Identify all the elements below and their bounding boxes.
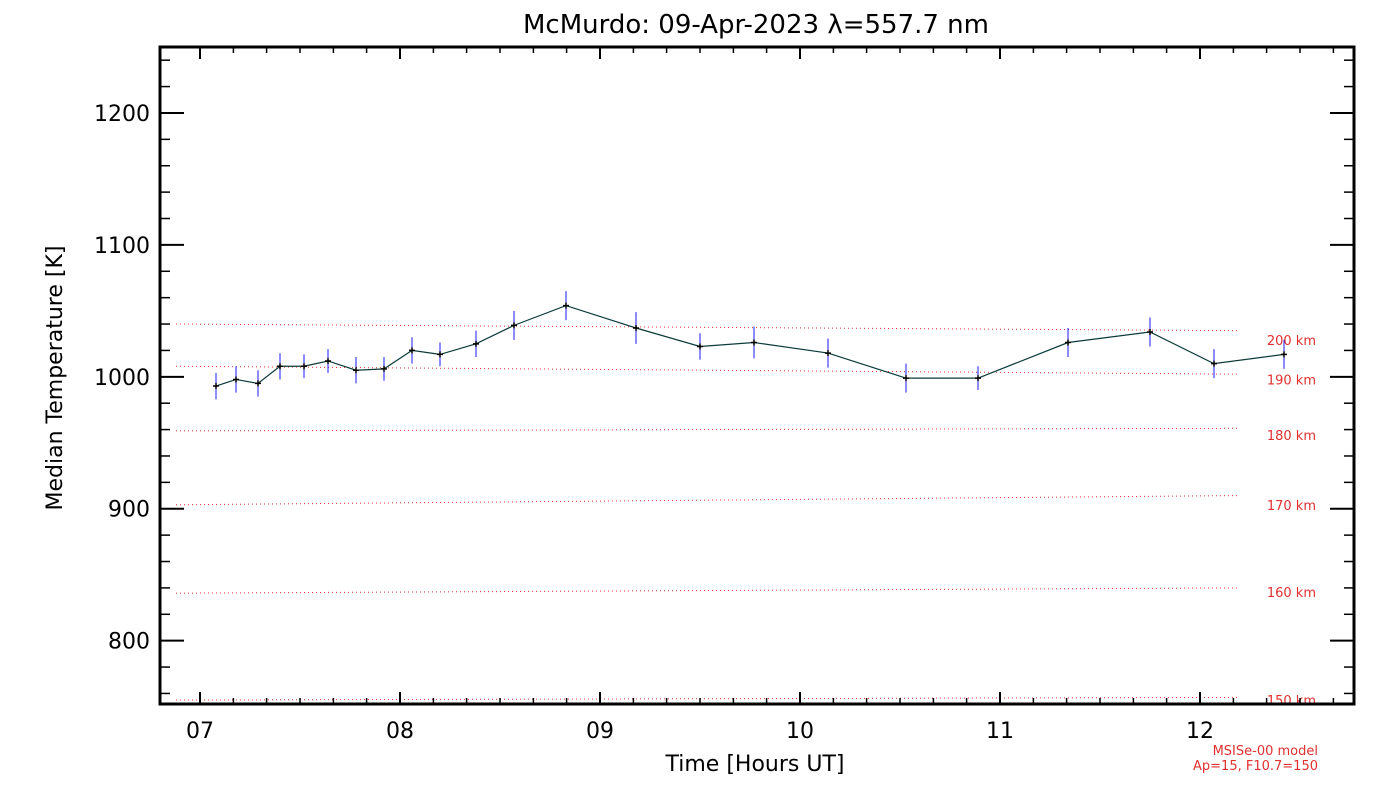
x-axis-label: Time [Hours UT]	[665, 752, 845, 777]
data-point	[213, 383, 219, 390]
data-point	[1281, 351, 1287, 358]
model-annotation-line1: MSISe-00 model	[1213, 744, 1318, 759]
x-tick-label: 08	[386, 719, 414, 744]
axis-tick-labels: 07 08 09 10 11 12 800 900 1000 1100 1200	[94, 102, 1214, 744]
model-line-label: 180 km	[1267, 429, 1316, 444]
data-point	[409, 347, 415, 354]
y-tick-label: 1100	[94, 234, 150, 259]
y-tick-label: 1000	[94, 366, 150, 391]
model-line-200km	[175, 323, 1241, 332]
model-line-160km	[175, 587, 1241, 594]
model-line-150km	[175, 696, 1241, 701]
model-line-170km	[175, 495, 1241, 506]
x-tick-label: 11	[986, 719, 1014, 744]
data-point	[255, 380, 261, 387]
data-point	[1211, 360, 1217, 367]
model-line-label: 160 km	[1267, 586, 1316, 601]
model-line-190km	[175, 365, 1241, 375]
data-point	[381, 365, 387, 372]
data-point	[1065, 339, 1071, 346]
model-altitude-lines: 150 km 160 km 170 km 180 km 190 km 200 km	[175, 323, 1316, 709]
y-axis-label: Median Temperature [K]	[43, 246, 68, 511]
temperature-series-line	[215, 304, 1285, 387]
data-point	[751, 339, 757, 346]
data-point	[277, 363, 283, 370]
data-point	[301, 363, 307, 370]
model-line-label: 190 km	[1267, 373, 1316, 388]
data-point	[1147, 328, 1153, 335]
x-tick-label: 07	[186, 719, 214, 744]
data-point	[511, 322, 517, 329]
data-point	[233, 376, 239, 383]
x-tick-label: 09	[586, 719, 614, 744]
model-annotation-line2: Ap=15, F10.7=150	[1193, 759, 1318, 774]
model-line-label: 170 km	[1267, 499, 1316, 514]
data-point	[903, 375, 909, 382]
plot-frame	[158, 45, 1356, 706]
data-point	[825, 350, 831, 357]
y-tick-label: 900	[108, 498, 150, 523]
axis-ticks	[160, 47, 1354, 704]
x-tick-label: 10	[786, 719, 814, 744]
chart-title: McMurdo: 09-Apr-2023 λ=557.7 nm	[523, 10, 989, 40]
data-point	[633, 325, 639, 332]
data-point	[325, 357, 331, 364]
model-line-180km	[175, 427, 1241, 432]
x-tick-label: 12	[1186, 719, 1214, 744]
y-tick-label: 1200	[94, 102, 150, 127]
data-point	[697, 343, 703, 350]
data-point	[975, 375, 981, 382]
data-point	[353, 367, 359, 374]
data-point	[473, 340, 479, 347]
data-series	[213, 291, 1287, 400]
data-point	[437, 351, 443, 358]
data-point	[563, 302, 569, 309]
model-line-label: 200 km	[1267, 334, 1316, 349]
model-line-label: 150 km	[1267, 694, 1316, 709]
y-tick-label: 800	[108, 630, 150, 655]
